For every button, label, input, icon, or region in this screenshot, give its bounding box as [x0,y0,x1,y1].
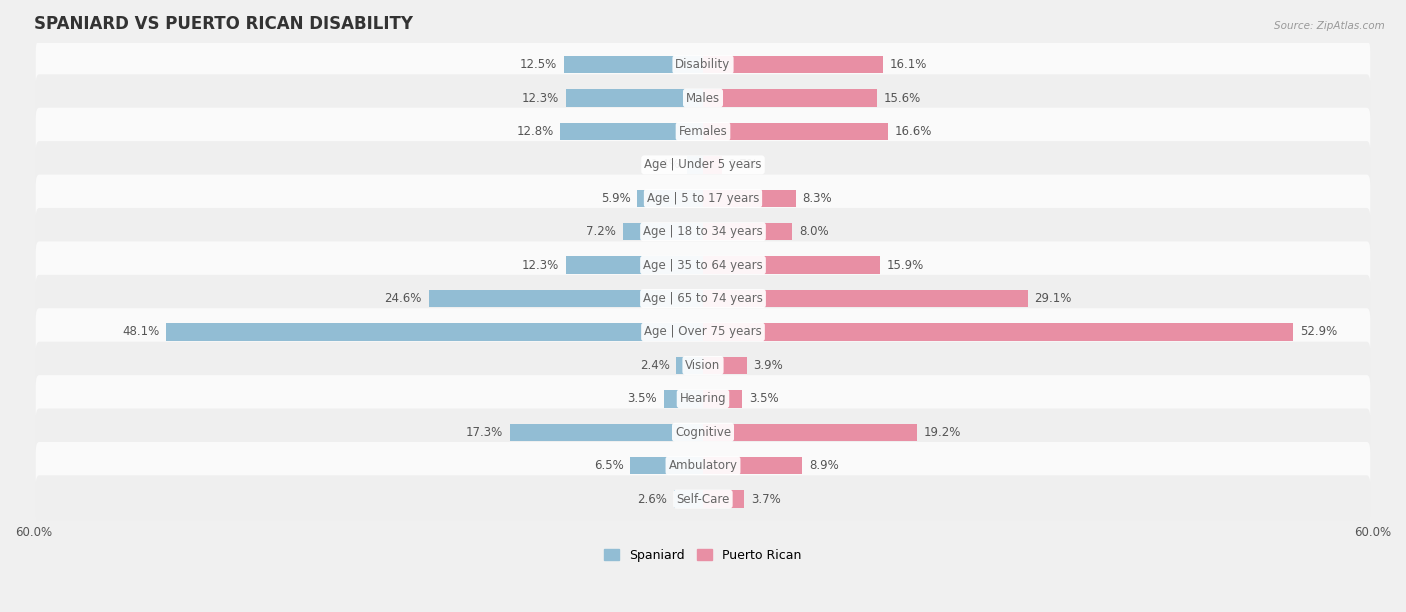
Bar [688,156,703,174]
Text: Age | 65 to 74 years: Age | 65 to 74 years [643,292,763,305]
Text: 52.9%: 52.9% [1301,326,1337,338]
Bar [623,223,703,241]
Bar [703,56,883,73]
Text: 12.3%: 12.3% [522,259,560,272]
Text: 16.1%: 16.1% [890,58,927,71]
FancyBboxPatch shape [35,409,1371,456]
FancyBboxPatch shape [35,375,1371,422]
Text: Source: ZipAtlas.com: Source: ZipAtlas.com [1274,21,1385,31]
Text: 48.1%: 48.1% [122,326,160,338]
Bar [703,190,796,207]
Bar [703,457,803,474]
FancyBboxPatch shape [35,208,1371,255]
FancyBboxPatch shape [35,74,1371,122]
Bar [564,56,703,73]
Text: 6.5%: 6.5% [593,459,624,472]
FancyBboxPatch shape [35,108,1371,155]
Text: 8.9%: 8.9% [808,459,839,472]
Bar [703,490,744,508]
Text: Age | 18 to 34 years: Age | 18 to 34 years [643,225,763,238]
Bar [703,424,917,441]
Text: 3.9%: 3.9% [754,359,783,372]
Text: Ambulatory: Ambulatory [668,459,738,472]
Bar [664,390,703,408]
Text: Females: Females [679,125,727,138]
Text: 2.6%: 2.6% [637,493,668,506]
FancyBboxPatch shape [35,341,1371,389]
Text: 3.5%: 3.5% [749,392,779,405]
FancyBboxPatch shape [35,308,1371,356]
Text: SPANIARD VS PUERTO RICAN DISABILITY: SPANIARD VS PUERTO RICAN DISABILITY [34,15,412,33]
Text: 5.9%: 5.9% [600,192,630,205]
Text: 3.7%: 3.7% [751,493,780,506]
Bar [637,190,703,207]
Text: Age | 35 to 64 years: Age | 35 to 64 years [643,259,763,272]
Text: Self-Care: Self-Care [676,493,730,506]
Bar [703,390,742,408]
Text: 7.2%: 7.2% [586,225,616,238]
Bar [673,490,703,508]
Bar [703,156,721,174]
Bar [429,290,703,307]
Text: 8.3%: 8.3% [803,192,832,205]
Text: 24.6%: 24.6% [384,292,422,305]
FancyBboxPatch shape [35,241,1371,289]
Text: 17.3%: 17.3% [465,426,503,439]
Bar [703,223,792,241]
FancyBboxPatch shape [35,174,1371,222]
Text: 15.9%: 15.9% [887,259,924,272]
Bar [703,290,1028,307]
Text: Males: Males [686,92,720,105]
Text: 1.7%: 1.7% [728,159,758,171]
FancyBboxPatch shape [35,41,1371,88]
FancyBboxPatch shape [35,141,1371,188]
Legend: Spaniard, Puerto Rican: Spaniard, Puerto Rican [599,544,807,567]
Text: 19.2%: 19.2% [924,426,962,439]
Bar [166,323,703,341]
Bar [560,123,703,140]
Bar [510,424,703,441]
Text: Age | 5 to 17 years: Age | 5 to 17 years [647,192,759,205]
Bar [703,256,880,274]
Bar [565,89,703,106]
Text: Age | Over 75 years: Age | Over 75 years [644,326,762,338]
FancyBboxPatch shape [35,476,1371,523]
Text: 16.6%: 16.6% [894,125,932,138]
Text: Cognitive: Cognitive [675,426,731,439]
Bar [676,357,703,374]
FancyBboxPatch shape [35,275,1371,323]
Text: 3.5%: 3.5% [627,392,657,405]
Text: Disability: Disability [675,58,731,71]
Bar [565,256,703,274]
Bar [703,89,877,106]
Text: Age | Under 5 years: Age | Under 5 years [644,159,762,171]
Text: Hearing: Hearing [679,392,727,405]
Text: 29.1%: 29.1% [1035,292,1071,305]
Text: 12.8%: 12.8% [516,125,554,138]
Bar [703,323,1294,341]
Bar [703,357,747,374]
Text: 8.0%: 8.0% [799,225,828,238]
Text: 12.5%: 12.5% [520,58,557,71]
Bar [630,457,703,474]
Bar [703,123,889,140]
Text: 15.6%: 15.6% [884,92,921,105]
Text: 2.4%: 2.4% [640,359,669,372]
Text: 12.3%: 12.3% [522,92,560,105]
FancyBboxPatch shape [35,442,1371,490]
Text: Vision: Vision [685,359,721,372]
Text: 1.4%: 1.4% [651,159,681,171]
